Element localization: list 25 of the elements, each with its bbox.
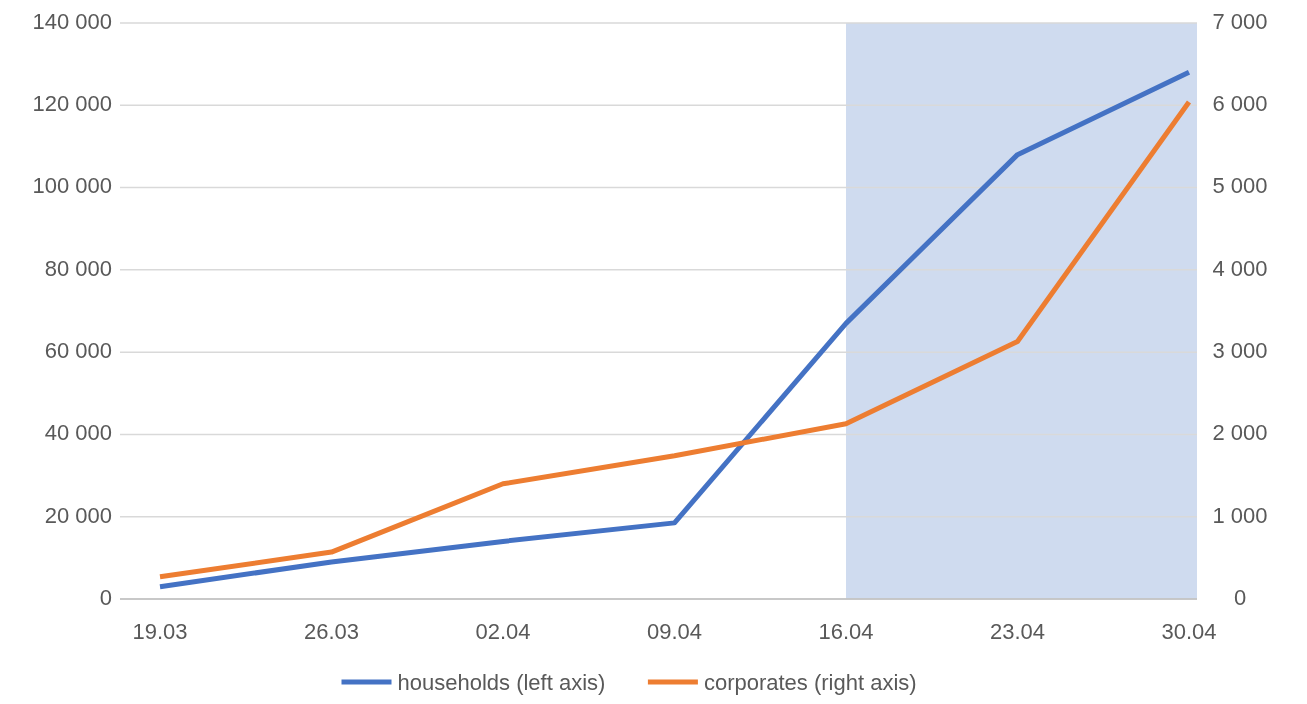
y-tick-label: 20 000 (44, 502, 112, 528)
y2-tick-label: 0 (1233, 584, 1247, 610)
legend-label: households (left axis) (397, 670, 606, 695)
y2-tick-label: 1 000 (1212, 502, 1268, 528)
y2-tick-label: 3 000 (1212, 337, 1268, 363)
x-tick-label: 02.04 (475, 619, 531, 644)
y-tick-label: 0 (99, 584, 112, 610)
x-tick-label: 09.04 (646, 619, 703, 644)
y-tick-label: 60 000 (44, 337, 112, 363)
y-tick-label: 100 000 (32, 173, 112, 199)
y-tick-label: 40 000 (44, 420, 112, 446)
y2-tick-label: 2 000 (1212, 420, 1268, 446)
x-tick-label: 23.04 (989, 619, 1046, 644)
y-tick-label: 80 000 (44, 255, 112, 281)
y-tick-label: 140 000 (32, 8, 112, 34)
y2-tick-label: 4 000 (1212, 255, 1268, 281)
y2-tick-label: 7 000 (1212, 8, 1268, 34)
y-tick-label: 120 000 (32, 91, 112, 117)
x-tick-label: 16.04 (818, 619, 874, 644)
y2-tick-label: 6 000 (1212, 91, 1268, 117)
x-tick-label: 30.04 (1161, 619, 1217, 644)
x-tick-label: 26.03 (303, 619, 360, 644)
legend-label: corporates (right axis) (703, 670, 917, 695)
y2-tick-label: 5 000 (1212, 173, 1268, 199)
x-tick-label: 19.03 (132, 619, 188, 644)
